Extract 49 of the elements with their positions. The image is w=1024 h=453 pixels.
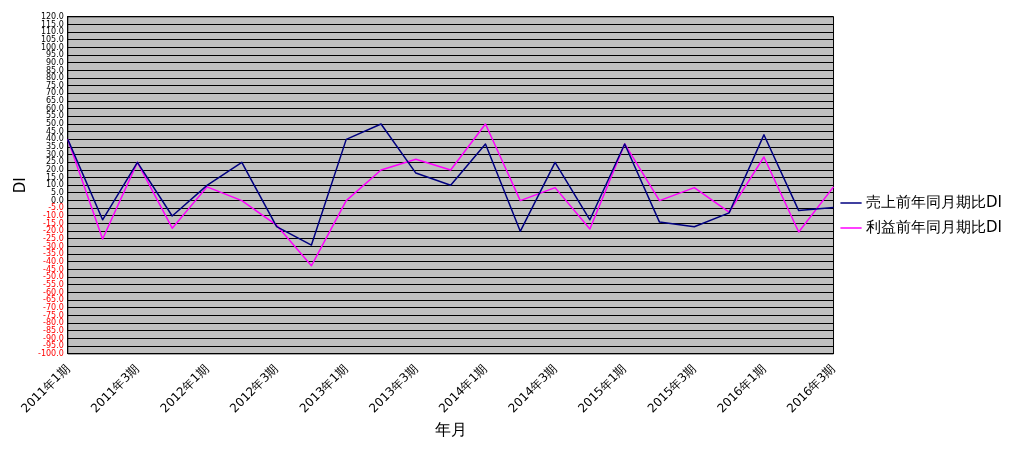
y-tick-label: -80.0 bbox=[43, 318, 64, 328]
y-tick-label: -55.0 bbox=[43, 279, 64, 289]
legend-label: 利益前年同月期比DI bbox=[866, 217, 1003, 236]
legend-label: 売上前年同月期比DI bbox=[866, 192, 1003, 211]
y-tick-label: -15.0 bbox=[43, 218, 64, 228]
y-tick-label: 115.0 bbox=[40, 19, 64, 29]
y-tick-label: 105.0 bbox=[40, 34, 64, 44]
y-tick-label: -60.0 bbox=[43, 287, 64, 297]
y-tick-label: 45.0 bbox=[45, 126, 64, 136]
y-tick-label: -10.0 bbox=[43, 211, 64, 221]
y-tick-label: -45.0 bbox=[43, 264, 64, 274]
y-tick-label: 5.0 bbox=[51, 188, 64, 198]
y-tick-label: 90.0 bbox=[45, 57, 64, 67]
y-tick-label: 15.0 bbox=[45, 172, 64, 182]
y-tick-label: 60.0 bbox=[45, 103, 64, 113]
y-tick-label: 50.0 bbox=[45, 119, 64, 129]
y-tick-label: -50.0 bbox=[43, 272, 64, 282]
y-tick-label: -35.0 bbox=[43, 249, 64, 259]
y-tick-label: -95.0 bbox=[43, 341, 64, 351]
y-tick-label: 100.0 bbox=[40, 42, 64, 52]
y-tick-label: -20.0 bbox=[43, 226, 64, 236]
y-tick-label: 20.0 bbox=[45, 165, 64, 175]
y-tick-label: -30.0 bbox=[43, 241, 64, 251]
y-tick-label: -90.0 bbox=[43, 333, 64, 343]
y-tick-label: 35.0 bbox=[45, 142, 64, 152]
y-tick-label: -65.0 bbox=[43, 295, 64, 305]
y-tick-label: 0.0 bbox=[51, 195, 64, 205]
y-tick-label: -5.0 bbox=[48, 203, 64, 213]
y-tick-label: -100.0 bbox=[37, 348, 64, 358]
y-tick-label: 40.0 bbox=[45, 134, 64, 144]
y-tick-label: -70.0 bbox=[43, 302, 64, 312]
x-axis-title: 年月 bbox=[434, 420, 467, 440]
y-tick-label: 70.0 bbox=[45, 88, 64, 98]
y-tick-label: 110.0 bbox=[40, 27, 64, 37]
y-tick-label: 55.0 bbox=[45, 111, 64, 121]
y-tick-label: -40.0 bbox=[43, 257, 64, 267]
y-tick-label: 10.0 bbox=[45, 180, 64, 190]
y-axis-title: DI bbox=[10, 177, 29, 194]
y-tick-label: 85.0 bbox=[45, 65, 64, 75]
y-tick-label: 30.0 bbox=[45, 149, 64, 159]
y-tick-label: 65.0 bbox=[45, 96, 64, 106]
y-tick-label: 80.0 bbox=[45, 73, 64, 83]
y-tick-label: -85.0 bbox=[43, 325, 64, 335]
y-tick-label: -75.0 bbox=[43, 310, 64, 320]
y-tick-label: 25.0 bbox=[45, 157, 64, 167]
y-tick-label: -25.0 bbox=[43, 234, 64, 244]
y-tick-label: 95.0 bbox=[45, 50, 64, 60]
y-tick-label: 75.0 bbox=[45, 80, 64, 90]
y-tick-label: 120.0 bbox=[40, 11, 64, 21]
